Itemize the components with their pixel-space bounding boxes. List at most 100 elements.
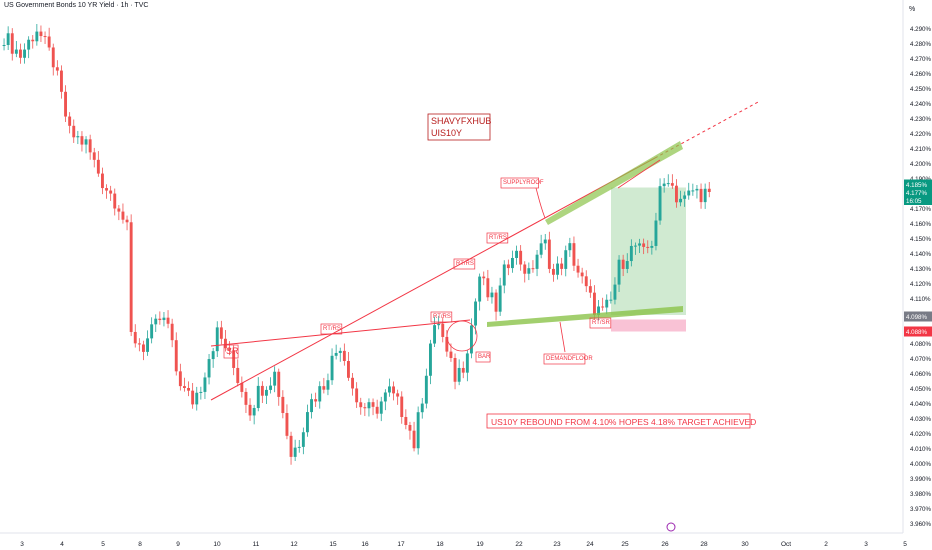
candle-body — [588, 286, 592, 293]
price-axis-unit: % — [909, 6, 916, 13]
candle-body — [703, 188, 707, 203]
candle-body — [35, 31, 39, 42]
candle-body — [634, 245, 637, 247]
y-tick-label: 4.260% — [910, 71, 931, 78]
candle-body — [203, 377, 207, 392]
candle-body — [142, 344, 145, 352]
candle-body — [211, 351, 215, 360]
candle-body — [240, 382, 244, 392]
candle-body — [170, 323, 174, 341]
x-tick-label: Oct — [781, 541, 791, 548]
supply-band — [545, 141, 683, 225]
candle-body — [76, 136, 80, 138]
brand-label: SHAVYFXHUB — [431, 116, 491, 126]
candle-body — [55, 67, 59, 71]
candle-body — [470, 325, 473, 354]
candle-body — [6, 33, 10, 45]
y-tick-label: 3.990% — [910, 476, 931, 483]
y-tick-label: 4.050% — [910, 386, 931, 393]
candle-body — [498, 285, 502, 312]
red-price-label-bg — [904, 326, 932, 337]
rt-rs-label: RT/RS — [456, 261, 474, 267]
candle-body — [162, 317, 166, 321]
candle-body — [322, 386, 326, 390]
candle-body — [14, 49, 18, 54]
candle-body — [306, 412, 309, 433]
candle-body — [125, 219, 129, 223]
last-price-bg — [904, 188, 932, 205]
candle-body — [675, 185, 678, 203]
brand-box — [427, 113, 491, 141]
candle-body — [687, 190, 691, 196]
candle-body — [301, 432, 305, 447]
candle-body — [707, 188, 711, 192]
rt-rs-label: RT/RS — [323, 326, 341, 332]
candle-body — [150, 324, 154, 339]
y-tick-label: 4.020% — [910, 431, 931, 438]
y-tick-label: 4.000% — [910, 461, 931, 468]
x-tick-label: 9 — [176, 541, 180, 548]
x-tick-label: 11 — [253, 541, 260, 548]
candle-body — [347, 361, 350, 378]
candle-body — [564, 250, 568, 269]
red-price-label: 4.088% — [906, 329, 927, 336]
target-zone — [611, 187, 686, 315]
target-arrow — [617, 159, 661, 189]
candle-body — [265, 389, 268, 396]
y-tick-label: 4.210% — [910, 146, 931, 153]
candle-body — [502, 264, 506, 286]
candle-body — [580, 272, 584, 277]
gray-price-label-bg — [904, 311, 932, 322]
candle-body — [109, 190, 113, 194]
candle-body — [679, 198, 682, 203]
x-tick-label: 17 — [397, 541, 405, 548]
candle-body — [342, 350, 346, 362]
candle-body — [605, 299, 609, 308]
chart-title: US Government Bonds 10 YR Yield · 1h · T… — [4, 2, 149, 9]
candle-body — [293, 447, 297, 457]
bar-circle — [446, 320, 478, 352]
candle-body — [375, 406, 379, 414]
candle-body — [584, 276, 588, 287]
y-tick-label: 4.250% — [910, 86, 931, 93]
candle-body — [609, 299, 613, 301]
candle-body — [662, 183, 666, 187]
candle-body — [519, 250, 523, 265]
y-tick-label: 4.240% — [910, 101, 931, 108]
candle-body — [273, 371, 277, 386]
demand-label: DEMANDFLOOR — [546, 356, 593, 362]
candle-body — [490, 292, 494, 298]
candle-body — [449, 351, 453, 358]
candle-body — [146, 338, 149, 352]
x-tick-label: 3 — [864, 541, 868, 548]
sr-label-box — [223, 344, 239, 359]
rising-trendline — [210, 157, 656, 401]
candle-body — [23, 49, 26, 58]
candle-body — [506, 264, 510, 269]
candle-body — [683, 195, 687, 199]
candle-body — [64, 91, 67, 117]
candle-body — [429, 343, 432, 376]
gray-price-label: 4.098% — [906, 314, 927, 321]
candle-body — [330, 355, 334, 381]
candle-body — [396, 393, 400, 397]
y-tick-label: 3.970% — [910, 506, 931, 513]
candle-body — [101, 173, 104, 189]
candle-body — [388, 386, 391, 393]
y-tick-label: 4.200% — [910, 161, 931, 168]
candle-body — [383, 392, 387, 402]
candle-body — [191, 390, 195, 405]
brand-sub-label: UIS10Y — [431, 128, 462, 138]
candle-body — [47, 36, 51, 48]
candle-body — [281, 396, 285, 414]
candle-body — [113, 193, 117, 209]
x-tick-label: 8 — [138, 541, 142, 548]
candle-body — [400, 396, 404, 417]
y-tick-label: 4.110% — [910, 296, 931, 303]
candle-body — [527, 268, 531, 274]
candle-body — [379, 401, 383, 414]
y-tick-label: 4.060% — [910, 371, 931, 378]
y-tick-label: 4.140% — [910, 251, 931, 258]
candle-body — [31, 39, 35, 42]
